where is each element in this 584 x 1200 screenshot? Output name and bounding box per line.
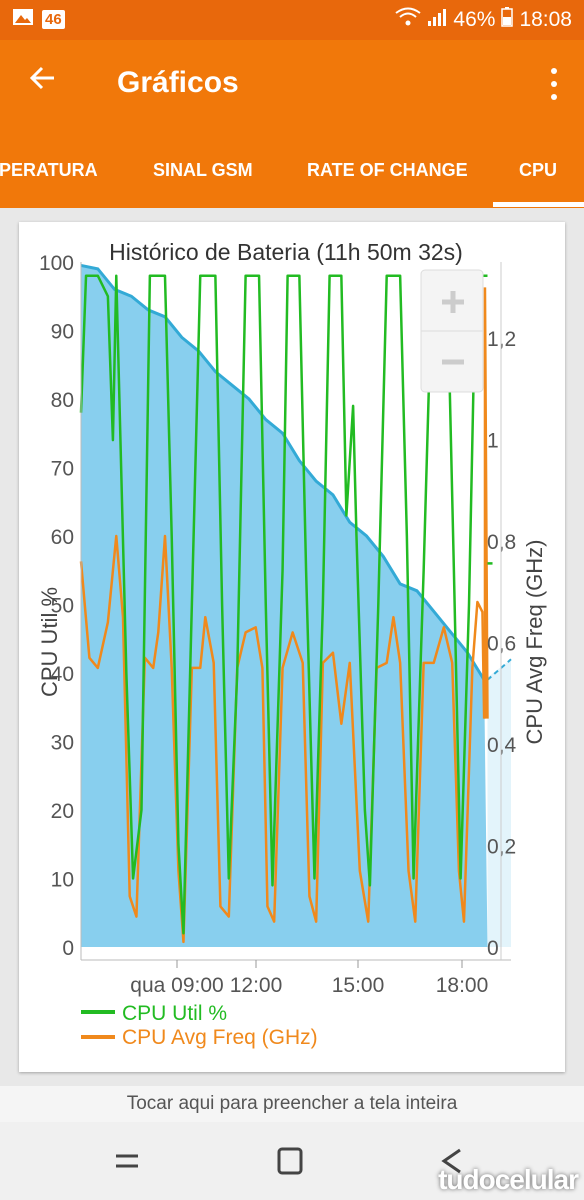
- y2-tick-label: 0,8: [487, 531, 516, 554]
- battery-percent: 46%: [453, 8, 496, 31]
- x-tick-label: 12:00: [230, 974, 283, 997]
- chart-card[interactable]: 100 90 80 70 60 50 40 30 20 10 0 1,2 1 0,8 0,6 0,4 0,2 0 q…: [19, 222, 565, 1072]
- y2-tick-label: 0,6: [487, 633, 516, 656]
- network-badge: 46: [42, 10, 65, 29]
- y-tick-label: 100: [39, 252, 74, 275]
- zoom-control[interactable]: [420, 269, 484, 393]
- y2-axis-label: CPU Avg Freq (GHz): [522, 540, 547, 745]
- tab-temperatura[interactable]: IPERATURA: [0, 160, 98, 180]
- status-bar: 46 46% 18:08: [0, 0, 584, 40]
- y2-tick-label: 1: [487, 430, 499, 453]
- battery-area: [81, 265, 488, 947]
- image-notification-icon: [12, 8, 34, 31]
- y-tick-label: 70: [51, 458, 74, 481]
- fullscreen-hint[interactable]: Tocar aqui para preencher a tela inteira: [0, 1086, 584, 1122]
- watermark-logo: tudocelular: [438, 1164, 579, 1195]
- more-vert-icon[interactable]: [548, 64, 560, 104]
- zoom-in-icon[interactable]: [442, 291, 464, 313]
- y-tick-label: 80: [51, 389, 74, 412]
- y2-tick-label: 0,4: [487, 734, 517, 757]
- y2-tick-label: 1,2: [487, 328, 516, 351]
- y-tick-label: 60: [51, 526, 74, 549]
- tab-cpu[interactable]: CPU: [519, 160, 558, 180]
- home-icon[interactable]: [276, 1146, 304, 1181]
- x-tick-label: 18:00: [436, 974, 489, 997]
- battery-projection-area: [484, 659, 511, 947]
- y2-tick-label: 0: [487, 937, 499, 960]
- cpu-freq-line: [79, 534, 486, 944]
- y-axis-label: CPU Util %: [37, 587, 62, 697]
- y-tick-label: 20: [51, 800, 74, 823]
- navigation-bar: [0, 1122, 584, 1200]
- clock: 18:08: [519, 8, 572, 31]
- x-tick-label: qua 09:00: [130, 974, 223, 997]
- back-icon[interactable]: [438, 1146, 468, 1181]
- y-tick-label: 90: [51, 321, 74, 344]
- y-tick-label: 10: [51, 869, 74, 892]
- y-tick-label: 0: [62, 937, 74, 960]
- y2-tick-label: 0,2: [487, 836, 516, 859]
- cpu-freq-spike: [483, 287, 489, 719]
- y-tick-label: 40: [51, 663, 74, 686]
- tab-sinal-gsm[interactable]: SINAL GSM: [153, 160, 253, 180]
- legend-cpu-util: CPU Util %: [122, 1002, 227, 1025]
- battery-icon: [501, 7, 514, 33]
- recents-icon[interactable]: [112, 1148, 142, 1179]
- app-bar: Gráficos: [0, 40, 584, 132]
- legend: CPU Util % CPU Avg Freq (GHz): [81, 1002, 318, 1049]
- tab-rate-of-change[interactable]: RATE OF CHANGE: [307, 160, 468, 180]
- page-title: Gráficos: [117, 66, 239, 99]
- x-tick-label: 15:00: [332, 974, 385, 997]
- tab-bar: IPERATURA SINAL GSM RATE OF CHANGE CPU: [0, 132, 584, 208]
- wifi-icon: [395, 7, 422, 33]
- y-tick-label: 50: [51, 595, 74, 618]
- signal-icon: [427, 7, 447, 33]
- legend-cpu-freq: CPU Avg Freq (GHz): [122, 1026, 318, 1049]
- arrow-left-icon[interactable]: [28, 62, 58, 102]
- cpu-chart[interactable]: 10090807060504030201001,210,80,60,40,20q…: [19, 222, 565, 1072]
- chart-title: Histórico de Bateria (11h 50m 32s): [109, 239, 463, 265]
- y-tick-label: 30: [51, 732, 74, 755]
- tab-indicator: [493, 202, 584, 207]
- cpu-util-line: [79, 274, 488, 935]
